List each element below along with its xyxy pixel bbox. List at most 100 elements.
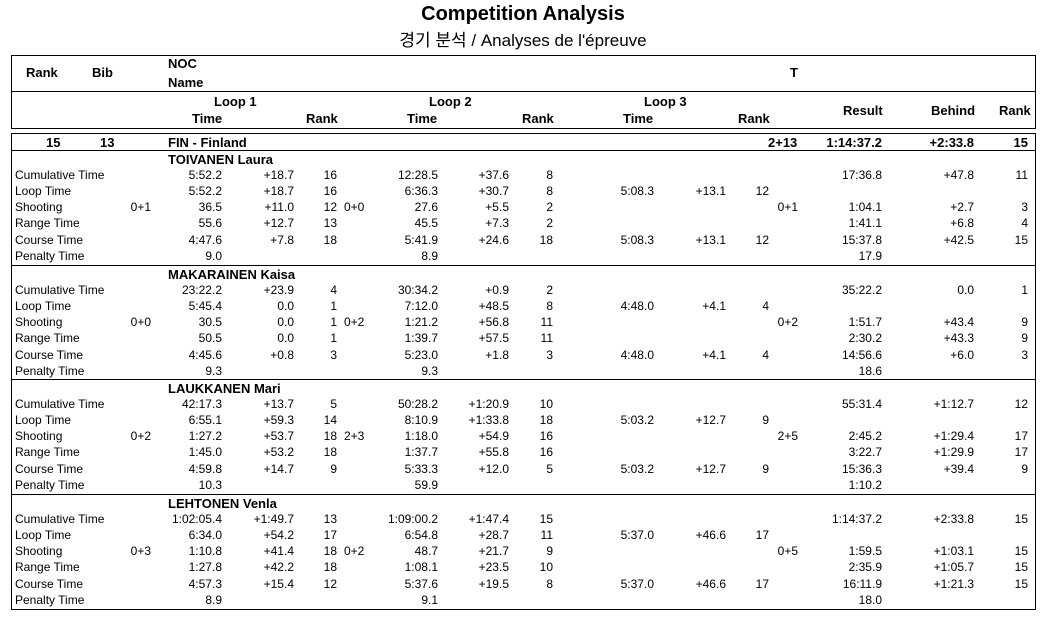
team-noc: FIN - Finland [168,135,247,150]
cell-l1r: 13 [323,216,337,231]
cell-rk: 15 [1014,232,1028,247]
cell-l1b: +0.8 [270,347,294,362]
cell-l1b: +54.2 [263,527,294,542]
cell-l2t: 1:39.7 [404,331,438,346]
cell-rk: 15 [1014,560,1028,575]
cell-l2t: 1:09:00.2 [387,511,438,526]
cell-l2r: 8 [546,298,553,313]
cell-l2r: 16 [539,445,553,460]
cell-sh1: 0+1 [130,200,151,215]
cell-sh1: 0+3 [130,544,151,559]
cell-rk: 1 [1021,282,1028,297]
cell-l2r: 10 [539,396,553,411]
cell-l2b: +56.8 [478,315,509,330]
cell-l2t: 8.9 [421,249,438,263]
cell-sht: 0+5 [777,544,798,559]
cell-sh2: 0+2 [344,544,365,559]
cell-l2r: 3 [546,347,553,362]
cell-label: Course Time [15,232,84,247]
cell-res: 55:31.4 [841,396,882,411]
cell-l2t: 1:18.0 [404,429,438,444]
cell-rk: 3 [1021,347,1028,362]
athlete-divider [11,265,1036,266]
cell-l3r: 12 [755,232,769,247]
cell-l2b: +54.9 [478,429,509,444]
cell-l2t: 48.7 [414,544,438,559]
cell-l2t: 6:36.3 [404,183,438,198]
cell-l2r: 2 [546,282,553,297]
cell-beh: +6.8 [950,216,974,231]
cell-label: Shooting [15,429,63,444]
cell-l3r: 17 [755,576,769,591]
cell-l2b: +1.8 [485,347,509,362]
cell-l1r: 13 [323,511,337,526]
cell-l1t: 36.5 [198,200,222,215]
header-loop2-time: Time [407,111,438,126]
cell-l2b: +19.5 [478,576,509,591]
cell-label: Shooting [15,200,63,215]
cell-l2t: 12:28.5 [397,167,438,182]
cell-l1b: +13.7 [263,396,294,411]
cell-label: Range Time [15,560,80,575]
cell-l1r: 16 [323,167,337,182]
cell-l2t: 7:12.0 [404,298,438,313]
cell-l1b: 0.0 [277,331,294,346]
cell-l2b: +28.7 [478,527,509,542]
cell-rk: 15 [1014,544,1028,559]
cell-l1b: +23.9 [263,282,294,297]
cell-l2b: +1:47.4 [468,511,509,526]
header-loop1: Loop 1 [214,94,257,109]
cell-beh: +43.3 [943,331,974,346]
cell-l2t: 30:34.2 [397,282,438,297]
header-rank-final: Rank [999,103,1031,118]
cell-rk: 17 [1014,445,1028,460]
cell-beh: +1:29.9 [933,445,974,460]
cell-l1b: +11.0 [264,200,294,215]
cell-l2t: 1:37.7 [404,445,438,460]
cell-l1r: 18 [323,429,337,444]
cell-l2b: +7.3 [485,216,509,231]
cell-l1b: +7.8 [270,232,294,247]
cell-res: 18.0 [858,593,882,607]
cell-label: Shooting [15,544,63,559]
header-loop1-time: Time [192,111,223,126]
header-rank: Rank [26,65,58,80]
cell-rk: 12 [1014,396,1028,411]
cell-l1t: 10.3 [198,478,222,492]
cell-l1r: 5 [330,396,337,411]
header-result: Result [843,103,883,118]
cell-label: Cumulative Time [15,167,105,182]
athlete-name: LAUKKANEN Mari [168,381,281,396]
cell-beh: +47.8 [943,167,974,182]
cell-label: Range Time [15,445,80,460]
cell-l1t: 9.0 [205,249,222,263]
cell-l1b: +59.3 [263,412,294,427]
header-loop1-rank: Rank [306,111,338,126]
header-noc: NOC [168,56,197,71]
cell-l1t: 4:57.3 [188,576,222,591]
cell-l1r: 9 [330,461,337,476]
cell-l2b: +37.6 [478,167,509,182]
cell-res: 15:36.3 [841,461,882,476]
cell-beh: +43.4 [943,315,974,330]
cell-l3b: +12.7 [695,461,726,476]
cell-beh: +1:03.1 [933,544,974,559]
cell-res: 3:22.7 [848,445,882,460]
cell-beh: 0.0 [957,282,974,297]
cell-sh1: 0+0 [130,315,151,330]
cell-l1b: +42.2 [263,560,294,575]
cell-label: Course Time [15,576,84,591]
cell-l3r: 17 [755,527,769,542]
cell-l1t: 4:45.6 [188,347,222,362]
cell-res: 17.9 [858,249,882,263]
cell-l3r: 12 [755,183,769,198]
athlete-divider [11,494,1036,495]
cell-l2t: 5:37.6 [404,576,438,591]
cell-res: 35:22.2 [841,282,882,297]
cell-rk: 3 [1021,200,1028,215]
cell-l2t: 5:41.9 [404,232,438,247]
cell-l2t: 5:23.0 [404,347,438,362]
cell-l2r: 15 [539,511,553,526]
cell-label: Loop Time [15,527,72,542]
cell-l2t: 27.6 [414,200,438,215]
